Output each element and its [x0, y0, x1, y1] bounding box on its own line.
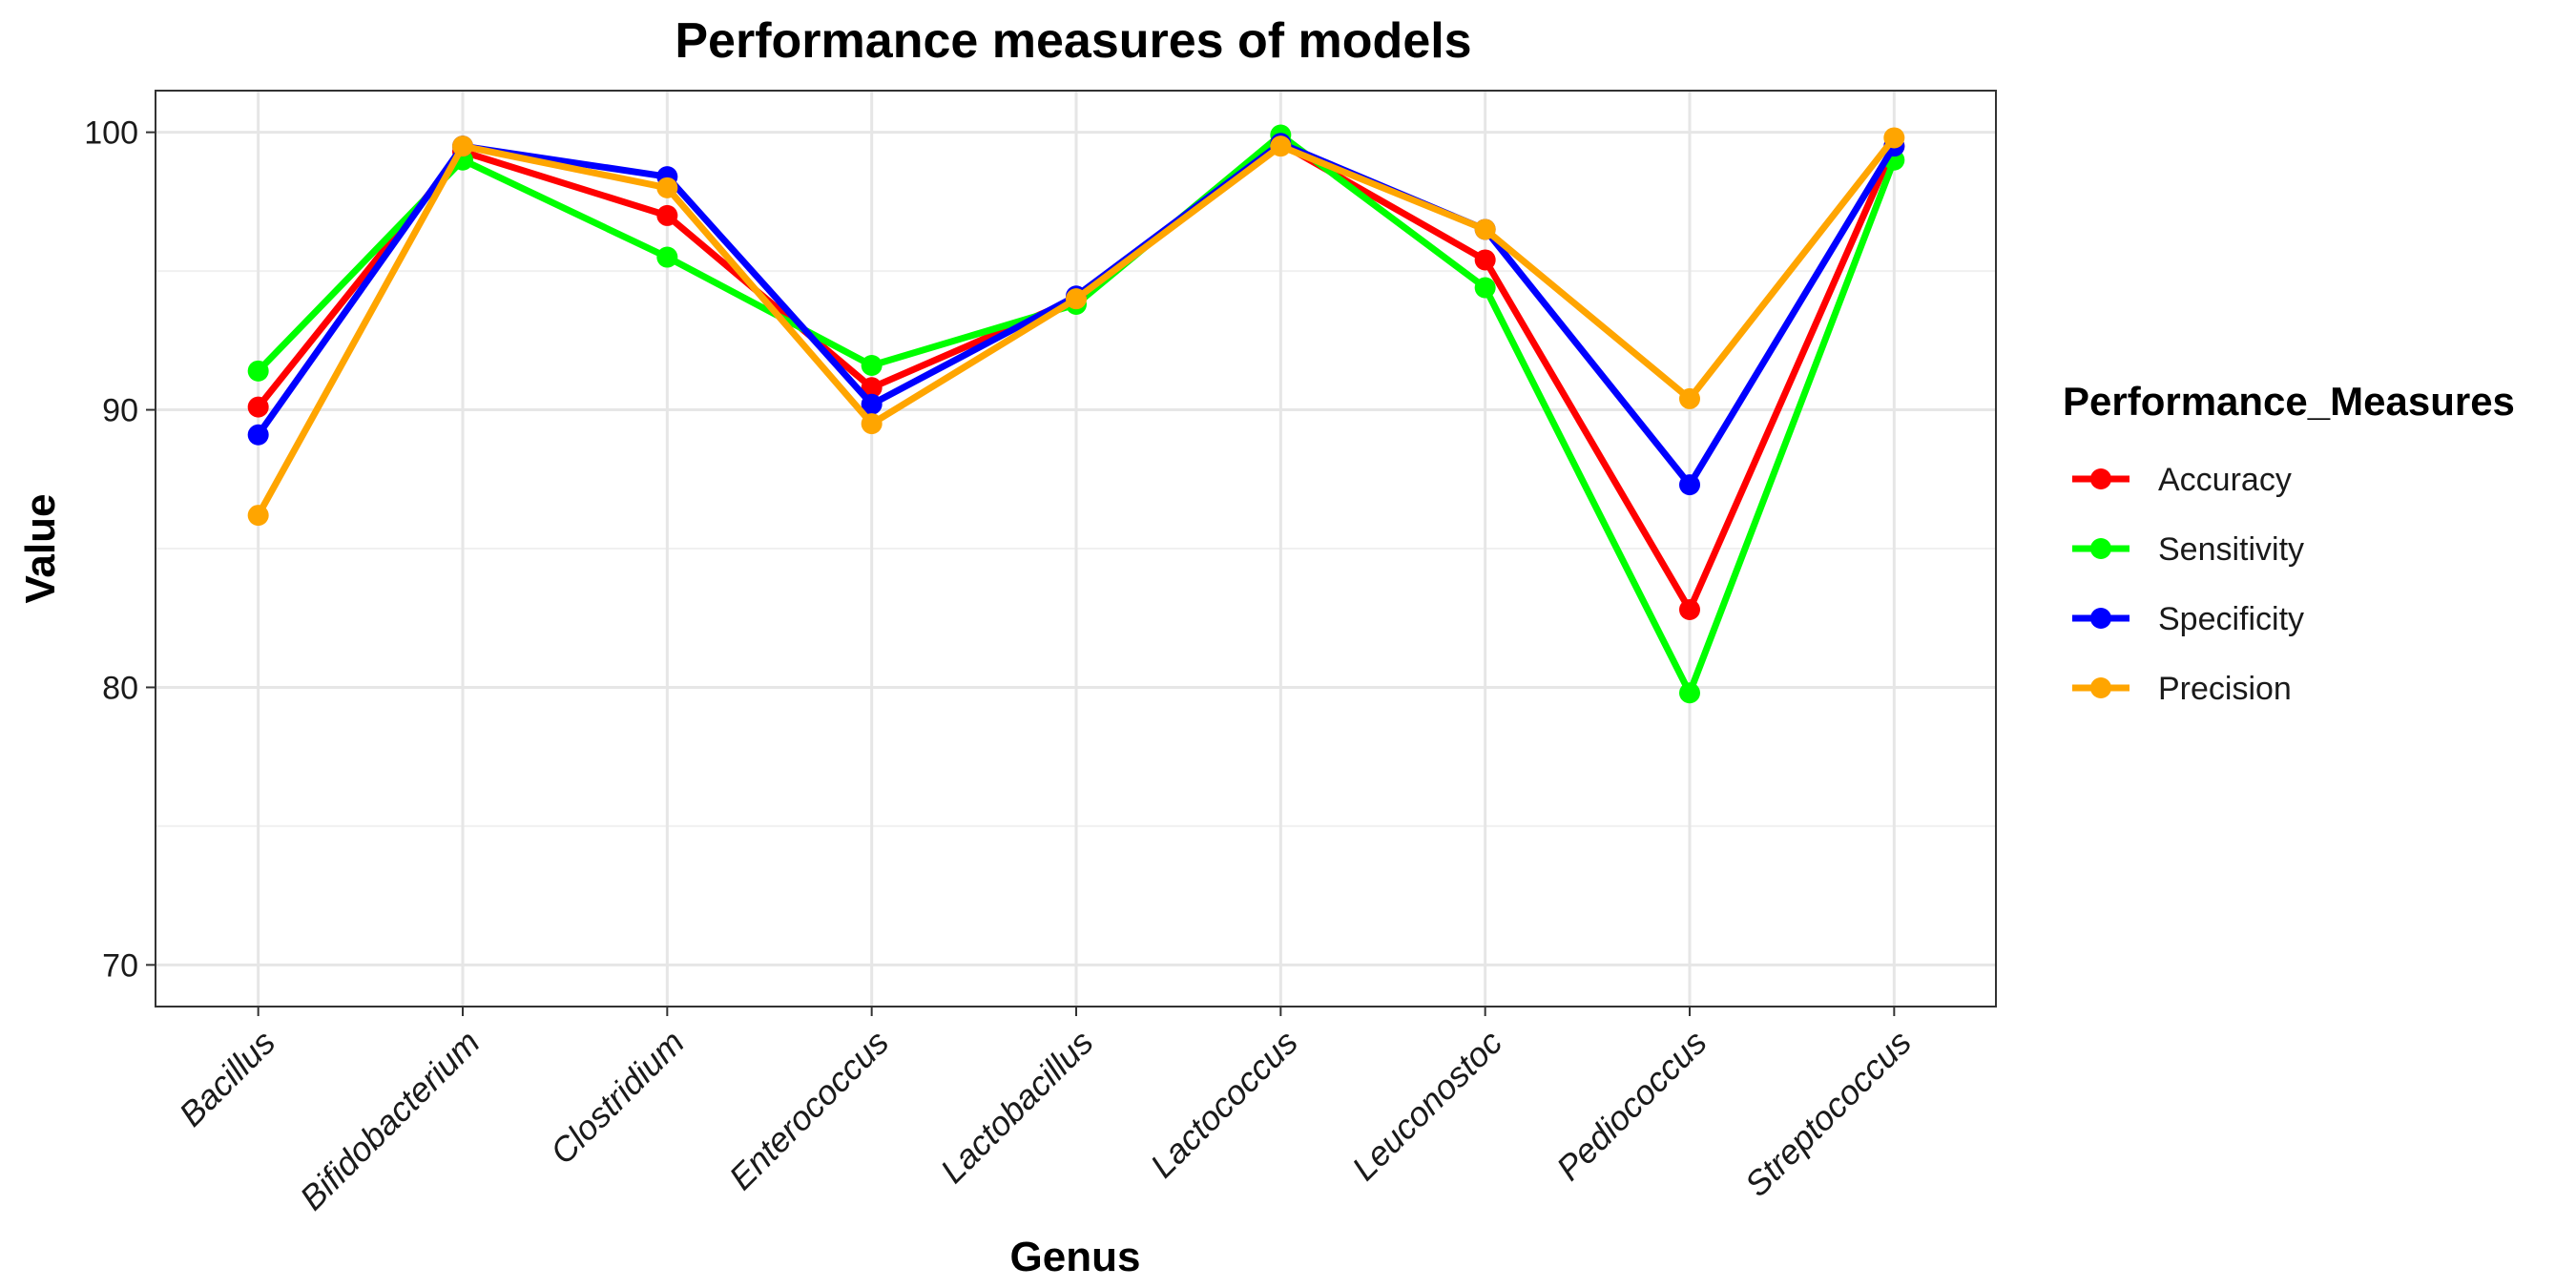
legend-item-accuracy: Accuracy — [2072, 462, 2292, 498]
legend-key-point — [2090, 538, 2111, 559]
data-point — [1679, 599, 1700, 620]
legend-key-point — [2090, 677, 2111, 698]
legend-item-sensitivity: Sensitivity — [2072, 531, 2304, 568]
legend-label: Precision — [2158, 671, 2292, 707]
y-tick-label: 100 — [84, 115, 138, 152]
data-point — [247, 360, 269, 382]
data-point — [1883, 127, 1905, 149]
y-tick-label: 80 — [102, 670, 138, 706]
data-point — [1679, 682, 1700, 704]
x-axis-title: Genus — [1010, 1234, 1141, 1280]
chart-title: Performance measures of models — [675, 13, 1471, 69]
data-point — [247, 505, 269, 527]
data-point — [1474, 218, 1496, 240]
legend-label: Sensitivity — [2158, 531, 2304, 568]
legend-title: Performance_Measures — [2063, 379, 2515, 424]
legend-label: Accuracy — [2158, 462, 2292, 498]
grid — [156, 91, 1996, 1007]
series-lines — [247, 124, 1905, 704]
legend-key-point — [2090, 608, 2111, 629]
data-point — [1474, 277, 1496, 299]
legend-key-point — [2090, 468, 2111, 489]
legend-item-specificity: Specificity — [2072, 601, 2304, 637]
data-point — [1474, 249, 1496, 271]
data-point — [861, 355, 883, 376]
data-point — [861, 413, 883, 435]
y-tick-label: 90 — [102, 393, 138, 429]
data-point — [452, 135, 473, 157]
data-point — [247, 396, 269, 418]
data-point — [247, 424, 269, 446]
y-axis-title: Value — [17, 494, 64, 604]
data-point — [1679, 387, 1700, 409]
data-point — [1066, 288, 1087, 310]
data-point — [656, 177, 678, 198]
data-point — [1679, 474, 1700, 496]
y-tick-label: 70 — [102, 947, 138, 984]
legend-label: Specificity — [2158, 601, 2304, 637]
data-point — [861, 393, 883, 415]
data-point — [656, 204, 678, 226]
legend: Performance_Measures Accuracy Sensitivity… — [2063, 379, 2515, 707]
legend-item-precision: Precision — [2072, 671, 2292, 707]
data-point — [1270, 135, 1292, 157]
data-point — [656, 246, 678, 268]
data-point — [861, 377, 883, 399]
series-precision — [247, 127, 1905, 527]
